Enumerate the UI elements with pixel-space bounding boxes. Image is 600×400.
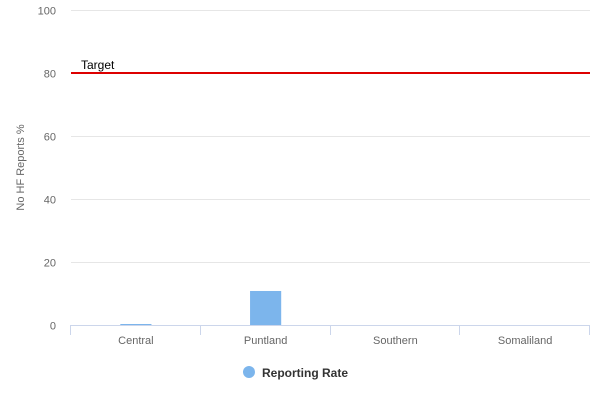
x-tick-label: Somaliland <box>498 335 552 347</box>
legend-item-label[interactable]: Reporting Rate <box>262 366 348 380</box>
legend-symbol[interactable] <box>243 366 255 378</box>
x-tick-label: Central <box>118 335 153 347</box>
bar-central[interactable] <box>120 324 152 325</box>
target-line-label: Target <box>81 58 115 72</box>
y-tick-label: 0 <box>50 321 56 333</box>
x-tick-label: Southern <box>373 335 418 347</box>
y-tick-label: 20 <box>44 258 56 270</box>
bar-puntland[interactable] <box>250 290 282 325</box>
x-axis <box>70 325 590 335</box>
legend[interactable]: Reporting Rate <box>243 366 348 380</box>
bars <box>120 290 282 325</box>
y-tick-label: 100 <box>38 6 56 18</box>
y-tick-label: 40 <box>44 195 56 207</box>
y-axis-tick-labels: 0 20 40 60 80 100 <box>38 6 56 333</box>
x-axis-tick-labels: Central Puntland Southern Somaliland <box>118 335 552 347</box>
gridlines <box>71 10 590 263</box>
y-axis-title: No HF Reports % <box>15 124 27 210</box>
x-tick-label: Puntland <box>244 335 287 347</box>
y-tick-label: 80 <box>44 69 56 81</box>
y-tick-label: 60 <box>44 132 56 144</box>
target-plot-line: Target <box>71 58 590 74</box>
